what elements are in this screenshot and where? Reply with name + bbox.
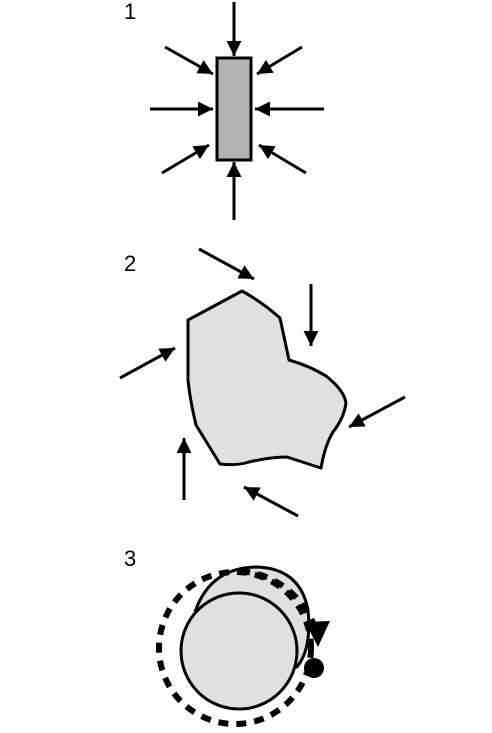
arrow-lower-right [258,143,307,175]
panel-3-number: 3 [124,546,136,571]
panel-1-number: 1 [124,0,136,24]
arrow-upper-right [256,45,303,76]
disk [179,591,299,711]
panel-1: 1 [124,0,324,220]
arrow-left [119,346,176,380]
arrow-lower-left [161,143,210,175]
arrow-top-left [198,247,255,281]
panel-2-arrows [119,247,406,518]
arrow-right [348,395,406,429]
rotation-arrow [239,568,320,634]
irregular-body [186,289,348,470]
panel-2-number: 2 [124,251,136,276]
rolling-path-dashed [156,569,314,727]
compressed-rod [215,56,253,162]
contact-point-dot [304,658,324,678]
arrow-bottom-right [243,485,299,518]
arrow-upper-left [164,45,214,76]
rotation-arrowhead [305,621,330,647]
panel-1-arrows [150,2,324,220]
panel-2: 2 [119,247,406,518]
panel-3: 3 [124,546,330,727]
